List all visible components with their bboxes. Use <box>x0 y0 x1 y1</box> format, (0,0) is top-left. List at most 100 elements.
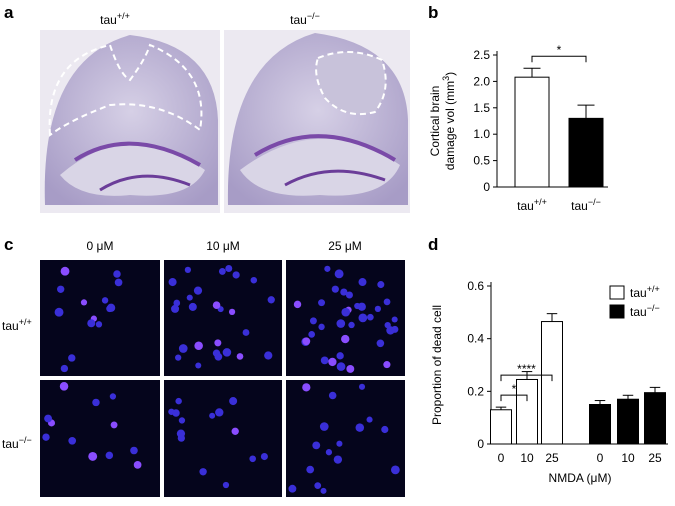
panel-label: a <box>4 3 14 22</box>
histology-images <box>40 30 410 213</box>
nucleus <box>175 397 182 405</box>
y-tick-label: 0.6 <box>467 279 484 293</box>
legend-swatch <box>609 304 625 319</box>
y-tick-label: 0.2 <box>467 384 484 398</box>
legend-label-sup: −/− <box>647 303 660 313</box>
significance-bracket <box>531 55 587 63</box>
bar <box>541 321 563 445</box>
bar <box>617 398 639 445</box>
nucleus <box>391 325 399 333</box>
nucleus <box>178 417 186 424</box>
nucleus <box>171 304 180 313</box>
nucleus <box>242 329 250 336</box>
nucleus <box>214 352 223 361</box>
nucleus <box>358 383 366 390</box>
nucleus <box>367 313 374 321</box>
nucleus <box>133 461 142 469</box>
nucleus <box>114 278 123 287</box>
nucleus <box>336 362 346 371</box>
nucleus <box>340 288 348 296</box>
nucleus <box>309 317 317 325</box>
significance-label: **** <box>517 362 536 376</box>
nucleus <box>348 321 355 329</box>
nucleus <box>54 307 64 317</box>
column-label: 0 μM <box>87 239 114 253</box>
nucleus <box>354 302 361 310</box>
row-label: tau−/− <box>2 435 32 451</box>
nucleus <box>175 354 182 361</box>
nucleus <box>60 266 70 276</box>
nucleus <box>312 441 321 450</box>
column-label-base: tau <box>290 13 307 27</box>
nucleus <box>60 364 69 373</box>
x-tick-label-sup: +/+ <box>534 197 547 207</box>
column-label-sup: +/+ <box>117 11 130 21</box>
nucleus <box>228 308 236 316</box>
nucleus <box>314 482 322 489</box>
nucleus <box>199 468 207 476</box>
y-tick-label: 1.0 <box>473 127 490 141</box>
x-tick-label-sup: −/− <box>588 197 601 207</box>
row-label-base: tau <box>2 437 19 451</box>
y-axis-label-line: damage vol (mm <box>443 81 457 170</box>
micrograph <box>286 380 405 497</box>
nucleus <box>308 331 316 338</box>
nucleus <box>130 446 138 455</box>
nucleus <box>68 354 76 362</box>
nucleus <box>231 427 239 435</box>
nucleus <box>341 334 350 344</box>
micrograph <box>164 260 282 376</box>
y-tick-label: 1.5 <box>473 101 490 115</box>
nucleus <box>236 353 244 360</box>
nucleus <box>80 299 88 306</box>
y-tick-label: 0.4 <box>467 332 484 346</box>
nucleus <box>195 362 202 369</box>
legend-swatch <box>609 285 625 300</box>
y-tick-label: 2.5 <box>473 48 490 62</box>
row-label-sup: +/+ <box>19 317 32 327</box>
nucleus <box>250 276 258 284</box>
nucleus <box>249 455 256 463</box>
legend-label-base: tau <box>630 286 647 300</box>
nucleus <box>331 285 339 293</box>
column-label: tau+/+ <box>100 11 130 27</box>
x-tick-label-base: tau <box>571 199 588 213</box>
panel-label: c <box>4 235 13 254</box>
bar <box>490 409 512 445</box>
nucleus <box>377 281 385 289</box>
nucleus <box>188 302 197 311</box>
nucleus <box>101 297 109 304</box>
nucleus <box>318 299 326 307</box>
nucleus <box>336 319 346 328</box>
nucleus <box>173 299 181 307</box>
nucleus <box>328 391 337 400</box>
bar <box>568 117 604 188</box>
row-label-base: tau <box>2 319 19 333</box>
nucleus <box>176 429 186 438</box>
nucleus <box>345 291 353 299</box>
nucleus <box>320 356 329 365</box>
nucleus <box>358 313 368 323</box>
nucleus <box>225 265 233 272</box>
nucleus <box>106 303 116 312</box>
panel-label: d <box>428 235 438 254</box>
nucleus <box>264 351 273 360</box>
nucleus <box>215 408 224 417</box>
nucleus <box>383 298 391 306</box>
nucleus <box>325 449 333 456</box>
nucleus <box>336 352 344 360</box>
nucleus <box>44 414 53 423</box>
row-label: tau+/+ <box>2 317 32 333</box>
column-label: tau−/− <box>290 11 320 27</box>
column-label-base: tau <box>100 13 117 27</box>
significance-label: * <box>557 43 562 57</box>
significance-bracket <box>500 374 553 382</box>
nucleus <box>333 455 343 464</box>
x-tick-label-base: tau <box>517 199 534 213</box>
nucleus <box>341 307 351 317</box>
micrograph <box>40 260 160 376</box>
column-label: 10 μM <box>206 239 240 253</box>
bar <box>514 76 550 188</box>
y-axis-label-line: ) <box>443 72 457 76</box>
